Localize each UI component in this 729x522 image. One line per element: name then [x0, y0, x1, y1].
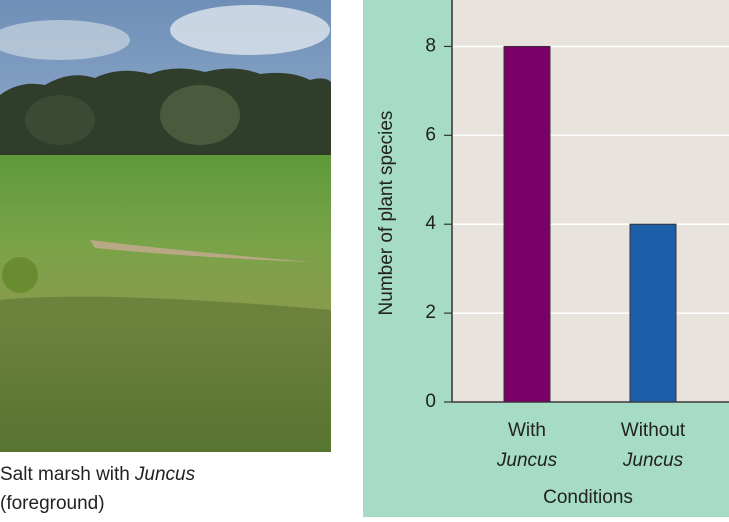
y-tick-label: 6	[425, 124, 436, 145]
y-tick-label: 0	[425, 391, 436, 412]
x-tick-label: With	[508, 420, 546, 441]
bar	[503, 45, 551, 403]
x-tick-label: Without	[621, 420, 686, 441]
caption: (foreground)	[0, 493, 105, 514]
caption-italic: Juncus	[134, 464, 196, 485]
bar	[629, 223, 677, 403]
y-axis-label: Number of plant species	[376, 111, 397, 316]
photo	[0, 0, 331, 452]
x-tick-label: Juncus	[496, 450, 558, 471]
plot-area	[452, 0, 729, 402]
y-tick-label: 4	[425, 213, 436, 234]
x-axis-label: Conditions	[543, 487, 633, 508]
x-tick-label: Juncus	[622, 450, 684, 471]
caption-text: Salt marsh with	[0, 464, 130, 485]
caption: Salt marsh with Juncus	[0, 464, 196, 485]
y-tick-label: 2	[425, 302, 436, 323]
y-tick-label: 8	[425, 35, 436, 56]
